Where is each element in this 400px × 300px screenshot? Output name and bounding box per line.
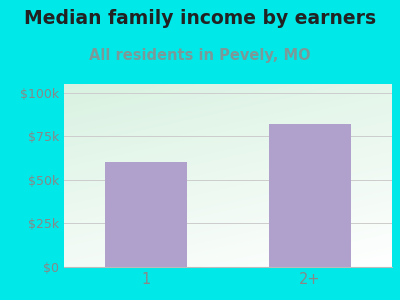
Bar	[105, 162, 187, 267]
Bar	[269, 124, 351, 267]
Text: Median family income by earners: Median family income by earners	[24, 9, 376, 28]
Text: All residents in Pevely, MO: All residents in Pevely, MO	[89, 48, 311, 63]
